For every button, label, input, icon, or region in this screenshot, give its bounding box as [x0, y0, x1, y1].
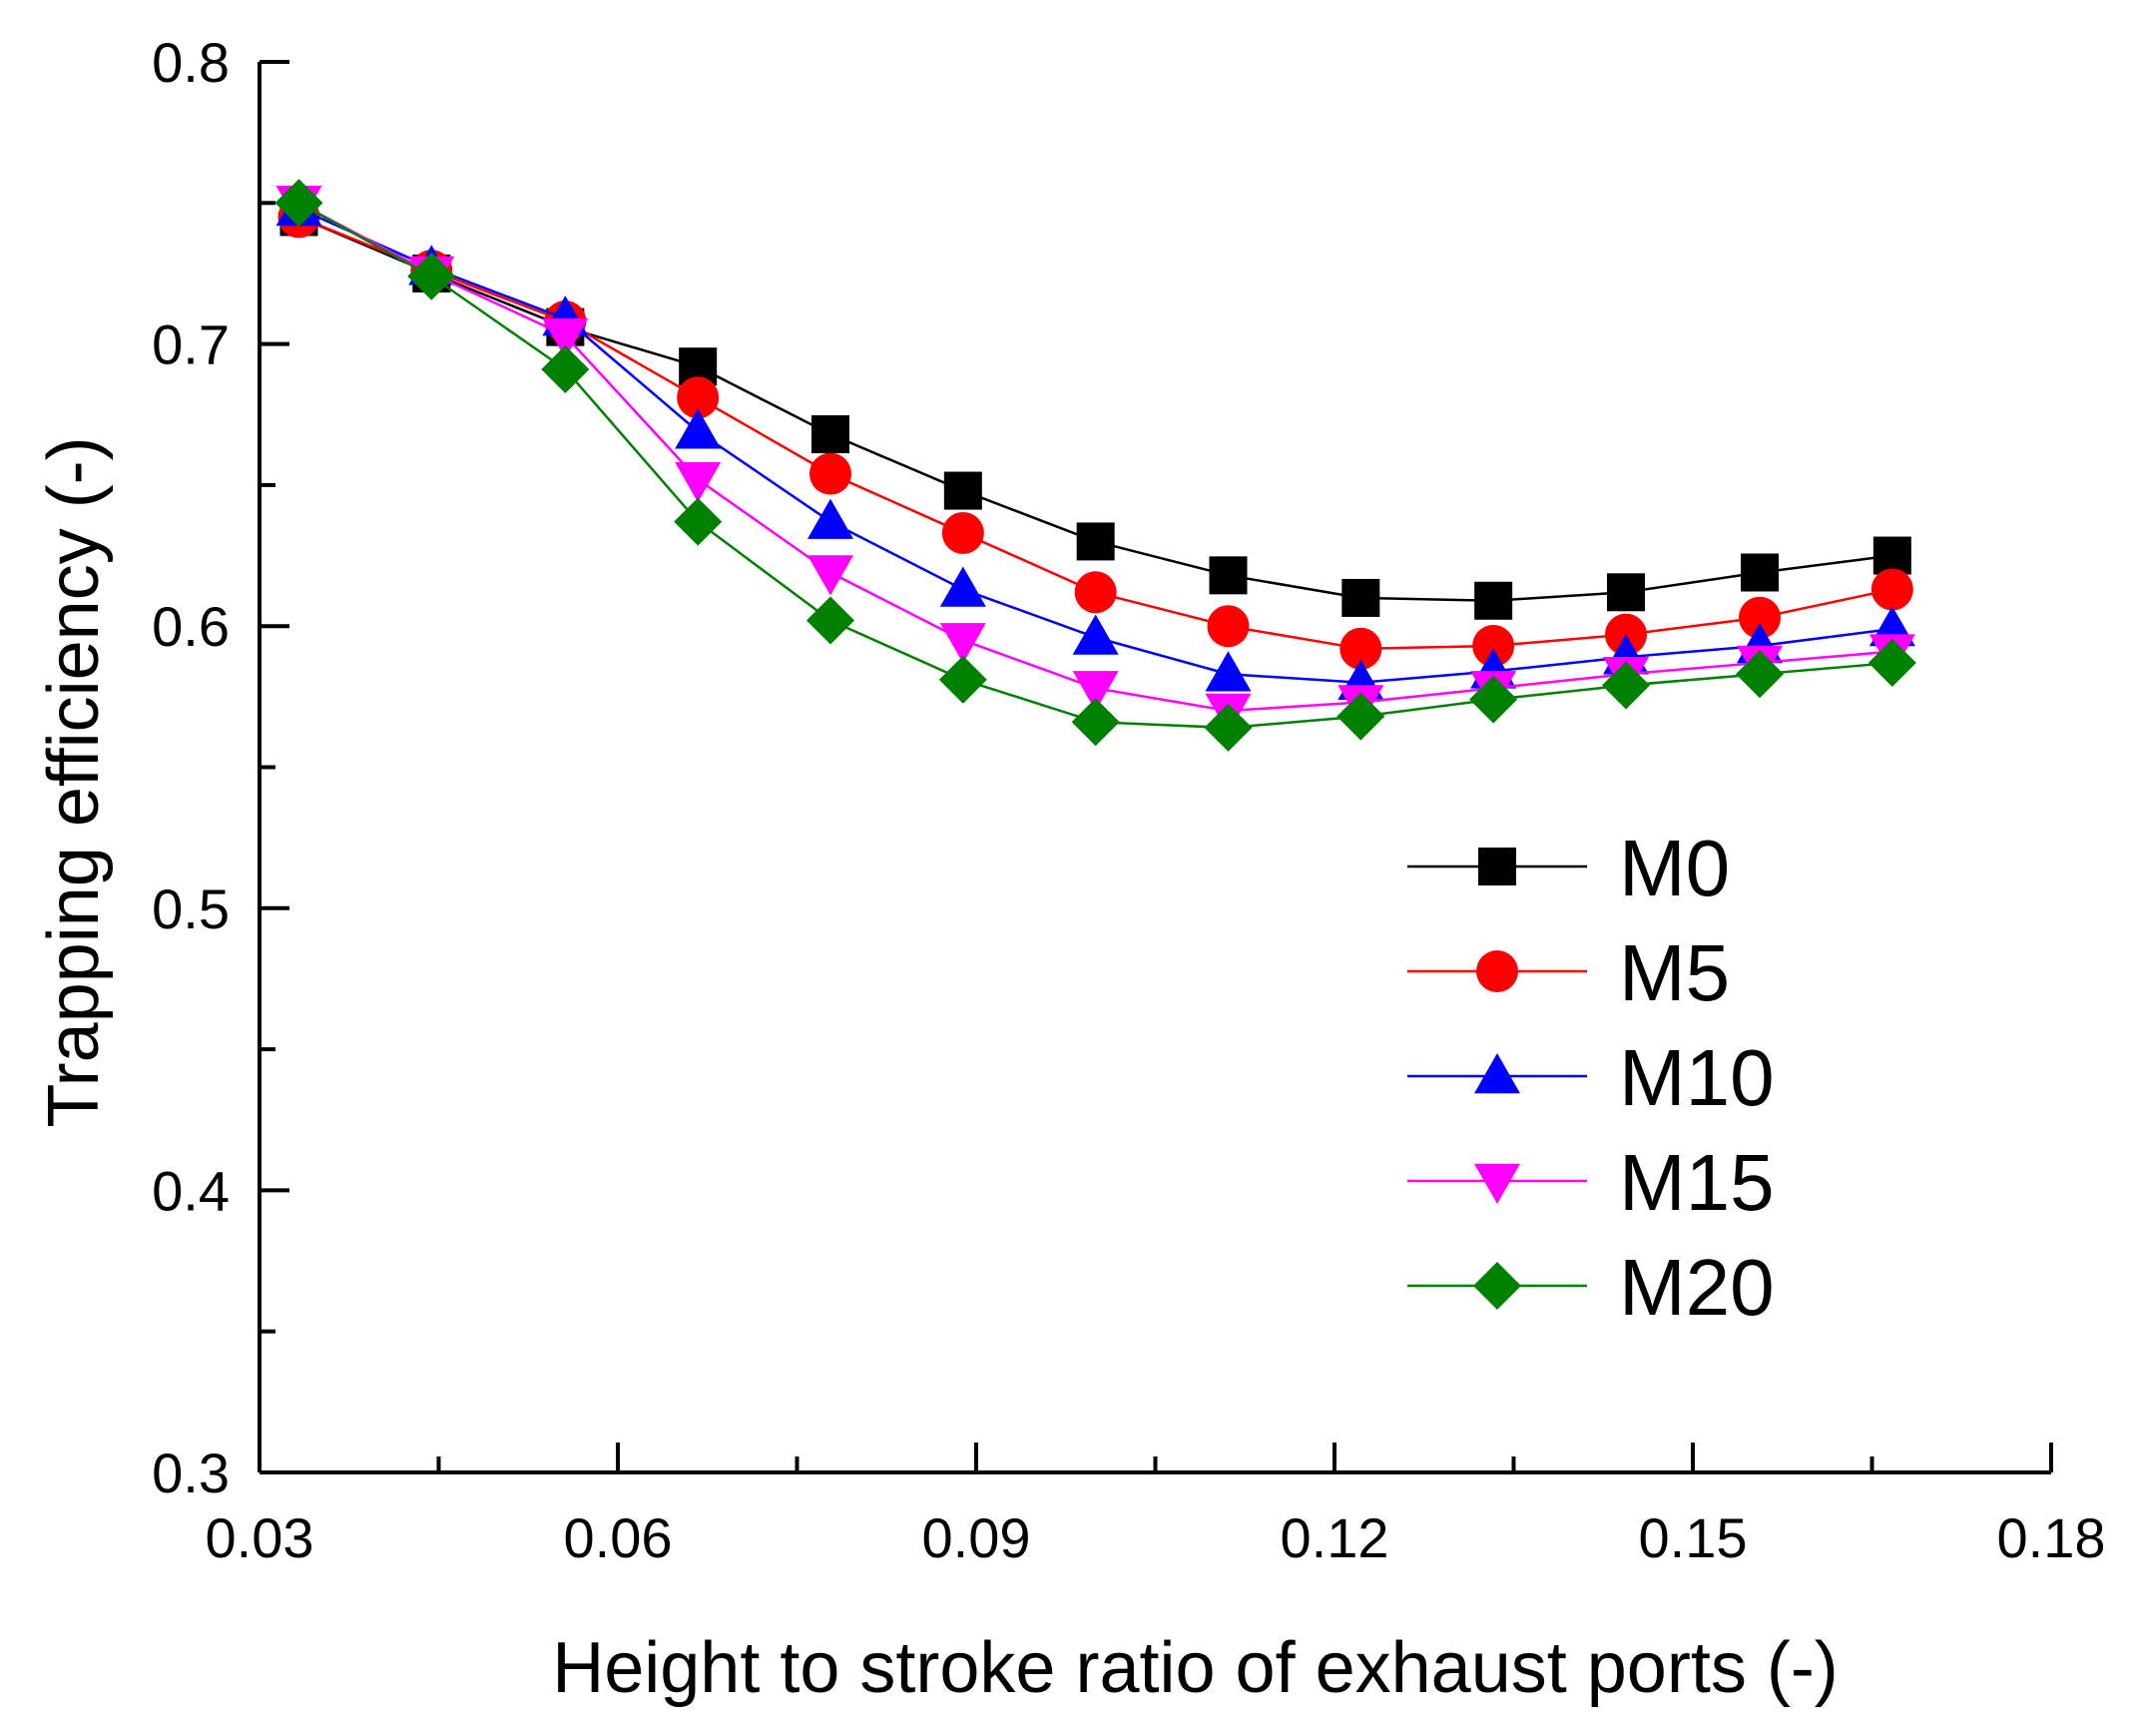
data-point-m5 — [809, 452, 852, 495]
legend-marker-m5 — [1476, 950, 1518, 992]
legend-item-m5: M5 — [1407, 928, 1730, 1017]
data-point-m0 — [1741, 553, 1780, 592]
data-point-m20 — [1868, 638, 1916, 687]
data-point-m0 — [1076, 522, 1115, 561]
legend-item-m15: M15 — [1407, 1138, 1775, 1227]
data-point-m0 — [1872, 536, 1911, 575]
data-point-m10 — [1205, 651, 1252, 692]
data-point-m20 — [806, 596, 855, 645]
x-tick-label: 0.18 — [1997, 1506, 2106, 1569]
data-point-m10 — [807, 498, 854, 539]
data-point-m5 — [1870, 568, 1913, 611]
data-point-m5 — [1472, 624, 1515, 667]
y-tick-label: 0.4 — [152, 1159, 230, 1222]
y-tick-label: 0.6 — [152, 595, 230, 658]
x-tick-label: 0.03 — [206, 1506, 314, 1569]
y-tick-label: 0.8 — [152, 31, 230, 94]
data-point-m20 — [407, 252, 456, 300]
data-point-m0 — [943, 471, 982, 510]
data-point-m5 — [1074, 571, 1117, 614]
y-tick-label: 0.3 — [152, 1442, 230, 1504]
legend-marker-m20 — [1473, 1262, 1521, 1310]
legend-label-m0: M0 — [1619, 824, 1730, 912]
data-point-m20 — [674, 497, 723, 546]
series-m20 — [274, 179, 1916, 752]
data-point-m0 — [1606, 573, 1645, 612]
legend-item-m20: M20 — [1407, 1243, 1775, 1332]
legend: M0 M5 M10 M15 M20 — [1407, 824, 1775, 1332]
data-point-m15 — [1072, 671, 1119, 712]
legend-label-m10: M10 — [1619, 1033, 1775, 1122]
data-point-m20 — [274, 179, 323, 228]
legend-label-m5: M5 — [1619, 928, 1730, 1017]
legend-marker-m0 — [1478, 848, 1516, 885]
series-group — [274, 179, 1916, 752]
x-tick-label: 0.09 — [922, 1506, 1031, 1569]
data-point-m10 — [675, 408, 722, 449]
data-point-m5 — [677, 376, 720, 419]
data-point-m0 — [1341, 578, 1380, 617]
x-tick-label: 0.06 — [564, 1506, 673, 1569]
data-point-m20 — [1336, 692, 1385, 741]
data-point-m20 — [1071, 698, 1120, 747]
data-point-m15 — [939, 623, 986, 664]
data-point-m5 — [1207, 605, 1250, 648]
legend-label-m20: M20 — [1619, 1243, 1775, 1332]
legend-label-m15: M15 — [1619, 1138, 1775, 1227]
data-point-m15 — [542, 317, 589, 359]
legend-marker-m10 — [1474, 1053, 1520, 1094]
data-point-m0 — [811, 415, 850, 454]
legend-item-m0: M0 — [1407, 824, 1730, 912]
data-point-m5 — [1339, 627, 1382, 670]
data-point-m20 — [938, 655, 987, 704]
y-tick-label: 0.7 — [152, 313, 230, 376]
y-axis-title: Trapping efficiency (-) — [34, 436, 114, 1127]
data-point-m20 — [1469, 675, 1518, 724]
y-tick-label: 0.5 — [152, 877, 230, 940]
data-point-m5 — [941, 511, 984, 554]
data-point-m0 — [1209, 556, 1248, 595]
legend-marker-m15 — [1474, 1163, 1520, 1204]
data-point-m10 — [939, 566, 986, 607]
data-point-m20 — [541, 345, 590, 394]
data-point-m20 — [1204, 703, 1253, 752]
data-point-m20 — [1601, 661, 1650, 710]
axes: 0.03 0.06 0.09 0.12 0.15 0.18 0.3 0.4 0.5 0.6 0.7 0… — [152, 31, 2105, 1569]
data-point-m20 — [1736, 650, 1785, 699]
data-point-m5 — [1739, 596, 1782, 639]
data-point-m15 — [807, 555, 854, 596]
data-point-m15 — [675, 461, 722, 503]
x-tick-label: 0.15 — [1639, 1506, 1748, 1569]
data-point-m0 — [1474, 581, 1513, 620]
legend-item-m10: M10 — [1407, 1033, 1775, 1122]
x-tick-label: 0.12 — [1281, 1506, 1389, 1569]
x-axis-title: Height to stroke ratio of exhaust ports … — [552, 1628, 1839, 1708]
data-point-m10 — [1072, 614, 1119, 655]
